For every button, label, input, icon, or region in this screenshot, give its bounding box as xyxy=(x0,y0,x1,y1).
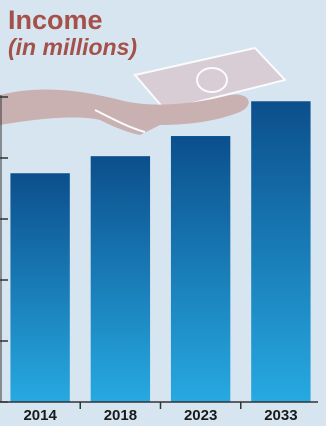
x-tick-label: 2014 xyxy=(23,407,57,424)
bars xyxy=(10,101,311,403)
bar xyxy=(10,173,70,402)
chart-subtitle: (in millions) xyxy=(8,34,137,60)
x-tick-label: 2018 xyxy=(104,407,137,424)
bar xyxy=(170,136,231,403)
bar xyxy=(251,101,311,403)
hand-illustration xyxy=(0,46,287,135)
chart-title: Income xyxy=(8,5,103,35)
x-tick-label: 2023 xyxy=(184,407,217,424)
bar xyxy=(90,156,151,402)
x-tick-label: 2033 xyxy=(264,407,297,424)
